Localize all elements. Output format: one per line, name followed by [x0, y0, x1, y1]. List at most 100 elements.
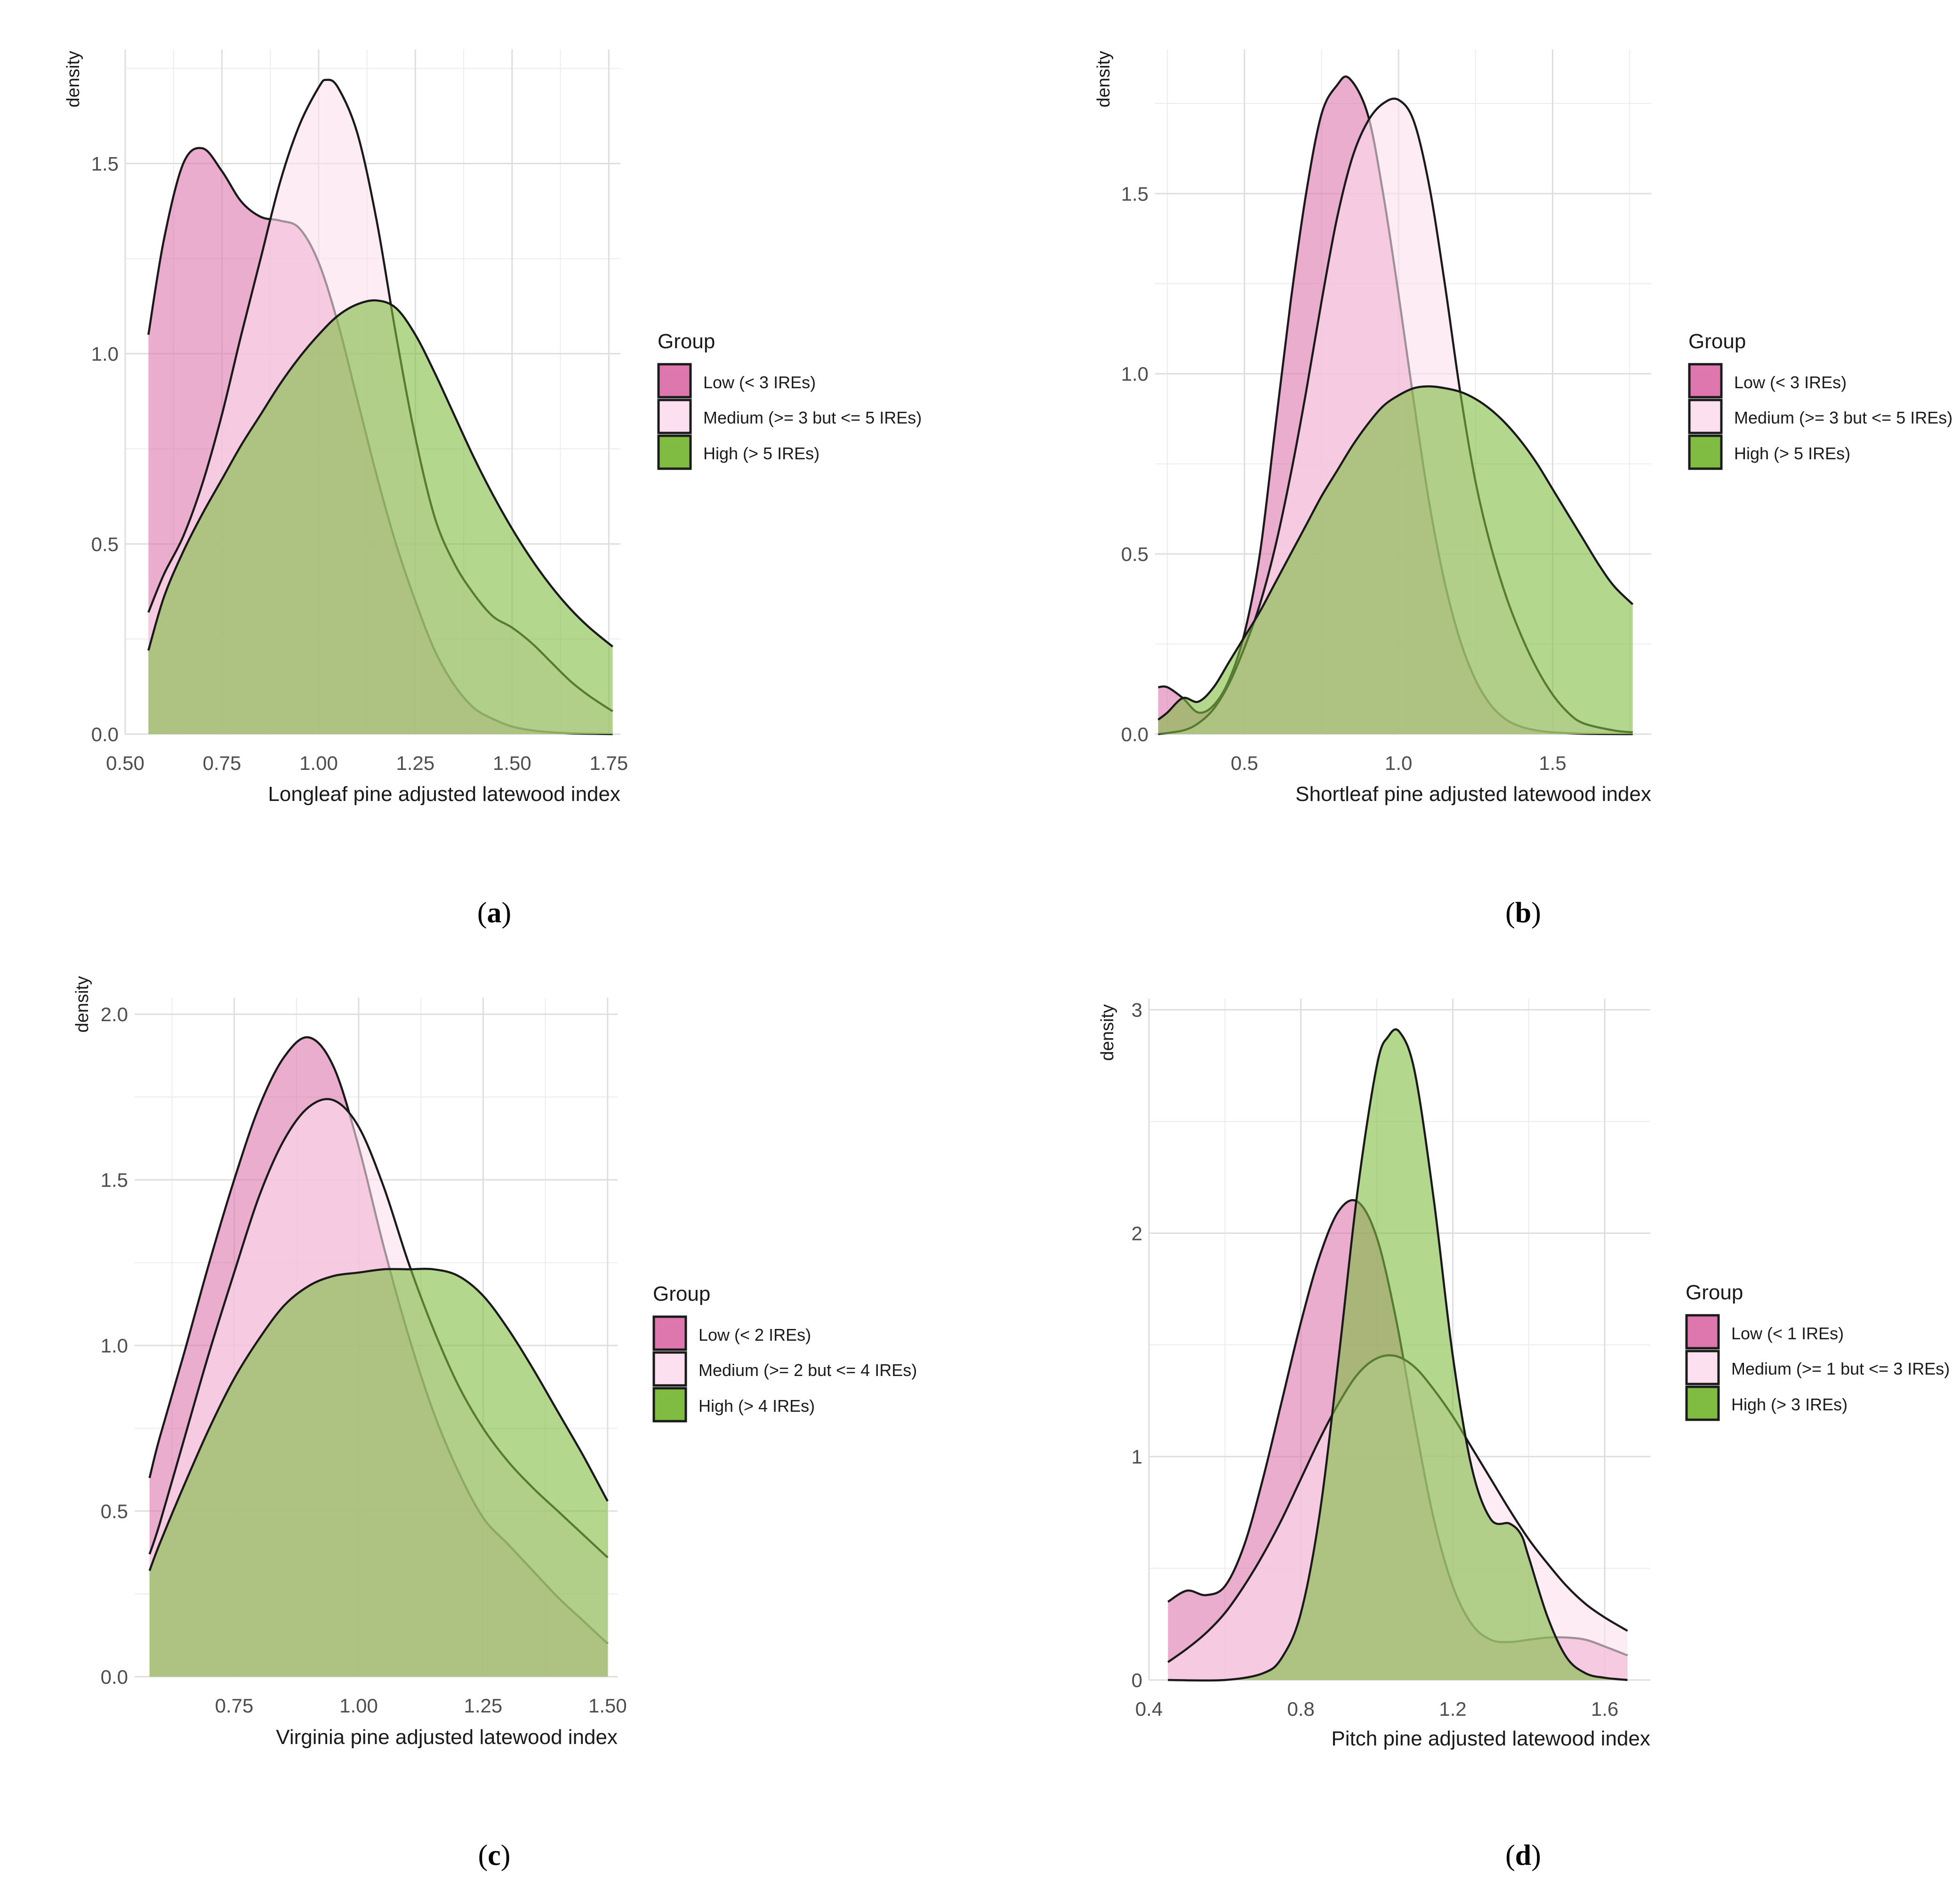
x-tick-label: 0.8: [1287, 1698, 1315, 1720]
legend-label-medium: Medium (>= 1 but <= 3 IREs): [1731, 1359, 1950, 1378]
legend-title: Group: [1686, 1281, 1743, 1304]
x-tick-label: 1.5: [1539, 752, 1566, 774]
legend-key-low: [1688, 363, 1723, 399]
panel-c-y-ticks: 0.0 0.5 1.0 1.5 2.0: [101, 1003, 128, 1688]
legend-label-low: Low (< 1 IREs): [1731, 1324, 1844, 1343]
y-tick-label: 2: [1132, 1222, 1142, 1244]
panel-d-y-axis-title: density: [1098, 1004, 1117, 1061]
x-tick-label: 1.50: [588, 1695, 627, 1717]
y-tick-label: 2.0: [101, 1003, 128, 1025]
panel-b-areas: [1157, 75, 1634, 736]
y-tick-label: 1: [1132, 1446, 1142, 1468]
y-tick-label: 0: [1132, 1669, 1142, 1691]
legend-label-low: Low (< 2 IREs): [699, 1325, 811, 1344]
legend-key-high: [652, 1387, 687, 1423]
density-line-high: [1157, 385, 1634, 721]
panel-a-legend: Group Low (< 3 IREs) Medium (>= 3 but <=…: [657, 330, 922, 470]
panel-d-x-axis-title: Pitch pine adjusted latewood index: [1331, 1727, 1650, 1750]
density-line-high: [147, 299, 614, 651]
panel-c-legend: Group Low (< 2 IREs) Medium (>= 2 but <=…: [652, 1282, 917, 1423]
y-tick-label: 0.0: [91, 723, 119, 745]
panel-a-caption: (a): [477, 897, 511, 929]
x-tick-label: 1.2: [1439, 1698, 1466, 1720]
legend-label-high: High (> 5 IREs): [703, 444, 819, 463]
legend-label-medium: Medium (>= 2 but <= 4 IREs): [699, 1360, 917, 1380]
panel-a-y-ticks: 0.0 0.5 1.0 1.5: [91, 153, 119, 746]
legend-key-low: [1685, 1314, 1720, 1350]
x-tick-label: 1.50: [493, 752, 531, 774]
legend-key-medium: [1688, 399, 1723, 434]
legend-label-medium: Medium (>= 3 but <= 5 IREs): [703, 408, 922, 427]
legend-label-high: High (> 4 IREs): [699, 1396, 815, 1416]
y-tick-label: 0.0: [1121, 723, 1149, 745]
panel-b-caption: (b): [1505, 897, 1541, 929]
panel-b-y-axis-title: density: [1094, 51, 1114, 107]
y-tick-label: 1.5: [101, 1169, 128, 1191]
x-tick-label: 0.4: [1135, 1698, 1163, 1720]
density-line-high: [1168, 1028, 1628, 1682]
y-tick-label: 0.5: [101, 1500, 128, 1522]
panel-b-legend: Group Low (< 3 IREs) Medium (>= 3 but <=…: [1688, 330, 1952, 470]
panel-d-caption: (d): [1505, 1840, 1541, 1872]
y-tick-label: 0.0: [101, 1666, 128, 1688]
x-tick-label: 0.50: [106, 752, 145, 774]
panel-a-x-axis-title: Longleaf pine adjusted latewood index: [268, 783, 620, 806]
legend-title: Group: [658, 330, 715, 353]
panel-a-caption-letter: a: [487, 897, 502, 929]
x-tick-label: 1.25: [396, 752, 435, 774]
panel-a: 0.50 0.75 1.00 1.25 1.50 1.75 0.0 0.5 1.0 1.5 Lo…: [64, 49, 922, 929]
panel-c-caption: (c): [478, 1840, 511, 1872]
x-tick-label: 1.00: [299, 752, 338, 774]
legend-title: Group: [653, 1282, 710, 1305]
legend-key-medium: [657, 399, 692, 434]
panel-c-x-ticks: 0.75 1.00 1.25 1.50: [215, 1695, 627, 1717]
legend-label-low: Low (< 3 IREs): [703, 373, 816, 392]
panel-b-x-axis-title: Shortleaf pine adjusted latewood index: [1295, 783, 1651, 806]
panel-a-areas: [147, 79, 614, 736]
legend-key-low: [652, 1315, 687, 1351]
y-tick-label: 1.5: [91, 153, 119, 175]
panel-d-x-ticks: 0.4 0.8 1.2 1.6: [1135, 1698, 1619, 1720]
panel-d-y-ticks: 0 1 2 3: [1132, 999, 1142, 1691]
y-tick-label: 1.5: [1121, 183, 1149, 205]
legend-title: Group: [1688, 330, 1746, 353]
y-tick-label: 3: [1132, 999, 1142, 1021]
legend-key-high: [1685, 1385, 1720, 1421]
y-tick-label: 1.0: [1121, 363, 1149, 385]
legend-label-high: High (> 5 IREs): [1734, 444, 1850, 463]
panel-c-y-axis-title: density: [72, 976, 92, 1032]
y-tick-label: 0.5: [91, 533, 119, 555]
panel-d-caption-letter: d: [1515, 1840, 1531, 1872]
y-tick-label: 0.5: [1121, 543, 1149, 565]
panel-a-y-axis-title: density: [64, 51, 83, 107]
x-tick-label: 1.00: [339, 1695, 378, 1717]
legend-label-medium: Medium (>= 3 but <= 5 IREs): [1734, 408, 1952, 427]
panel-b-x-ticks: 0.5 1.0 1.5: [1231, 752, 1566, 774]
legend-key-medium: [1685, 1350, 1720, 1385]
density-area-high: [1158, 386, 1633, 734]
legend-key-high: [1688, 434, 1723, 470]
legend-label-high: High (> 3 IREs): [1731, 1395, 1848, 1414]
y-tick-label: 1.0: [91, 343, 119, 365]
x-tick-label: 0.75: [215, 1695, 254, 1717]
density-area-high: [149, 1269, 608, 1677]
x-tick-label: 0.75: [203, 752, 241, 774]
y-tick-label: 1.0: [101, 1335, 128, 1357]
panel-d-legend: Group Low (< 1 IREs) Medium (>= 1 but <=…: [1685, 1281, 1950, 1421]
panel-d-areas: [1167, 1028, 1628, 1682]
legend-key-high: [657, 434, 692, 470]
panel-d: 0.4 0.8 1.2 1.6 0 1 2 3 Pitch pine adjusted la…: [1098, 999, 1950, 1872]
panel-b: 0.5 1.0 1.5 0.0 0.5 1.0 1.5 Shortleaf pine ad…: [1094, 49, 1952, 929]
legend-key-medium: [652, 1351, 687, 1387]
panel-c-x-axis-title: Virginia pine adjusted latewood index: [276, 1726, 618, 1749]
x-tick-label: 1.6: [1591, 1698, 1618, 1720]
panel-a-x-ticks: 0.50 0.75 1.00 1.25 1.50 1.75: [106, 752, 628, 774]
panel-b-caption-letter: b: [1515, 897, 1531, 929]
x-tick-label: 1.0: [1385, 752, 1412, 774]
legend-label-low: Low (< 3 IREs): [1734, 373, 1847, 392]
x-tick-label: 0.5: [1231, 752, 1258, 774]
density-area-high: [1168, 1029, 1628, 1681]
panel-b-y-ticks: 0.0 0.5 1.0 1.5: [1121, 183, 1149, 745]
panel-c: 0.75 1.00 1.25 1.50 0.0 0.5 1.0 1.5 2.0 Virgini…: [72, 976, 917, 1872]
